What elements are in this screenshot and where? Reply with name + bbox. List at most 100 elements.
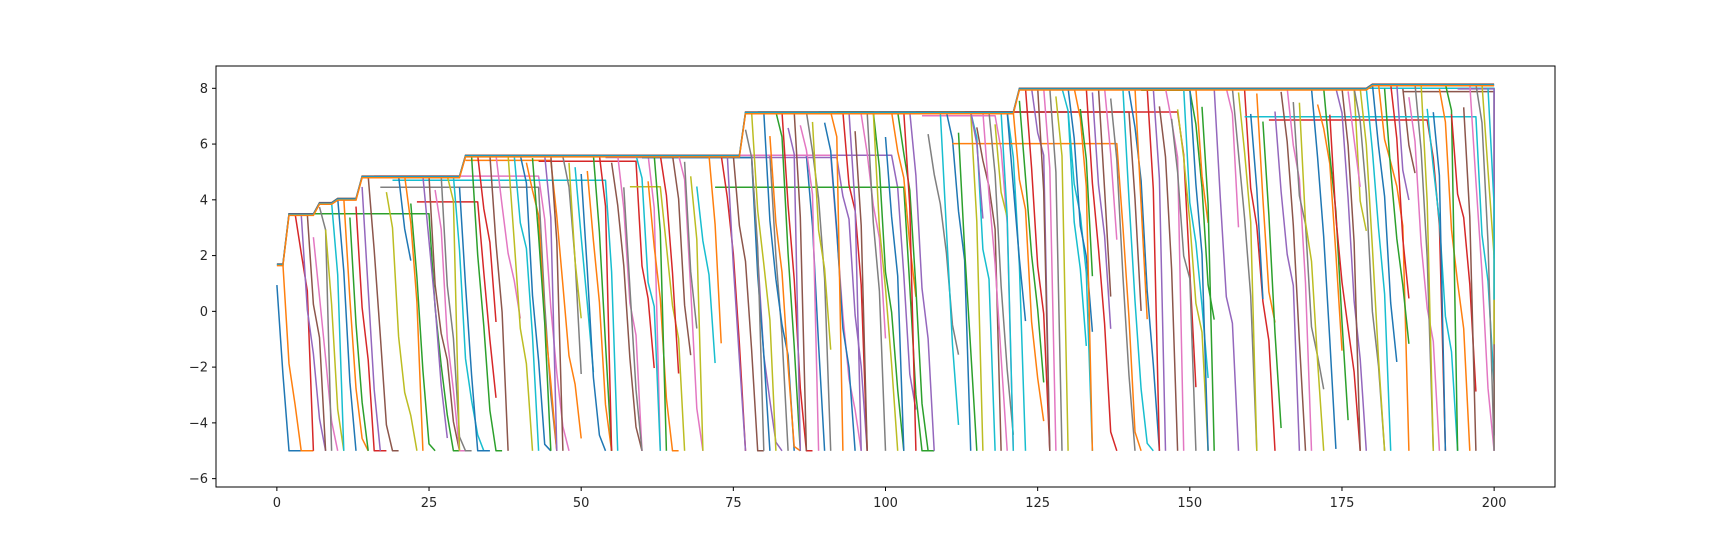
x-tick-label: 75 [725,496,742,511]
series-line [465,159,582,439]
series-line [1383,88,1410,344]
series-line [1237,92,1258,451]
series-line [1244,115,1495,436]
series-line [531,158,552,451]
series-line [829,111,844,451]
y-axis: −6 −4 −2 0 2 4 6 8 [189,82,216,487]
series-line [568,162,582,319]
series-line [1085,88,1118,452]
series-line [1475,83,1495,451]
series-line [616,155,643,451]
series-line [1103,88,1118,240]
series-line [1365,88,1392,451]
series-line [969,111,984,219]
series-line [495,155,522,319]
series-line [1335,88,1368,451]
series-line [592,155,613,451]
series-line [744,129,765,451]
series-line [708,155,722,344]
series-line [1036,88,1051,451]
x-tick-label: 125 [1025,496,1050,511]
series-line [860,114,887,339]
series-line [1371,84,1398,362]
x-tick-label: 200 [1482,496,1507,511]
series-line [1469,84,1495,451]
series-line [1316,104,1343,351]
series-line [476,155,497,323]
series-line [1347,91,1361,187]
series-line [289,213,460,452]
series-line [872,111,899,451]
series-line [1189,88,1209,451]
series-line [397,176,412,261]
series-line [769,136,801,452]
series-line [519,155,552,452]
series-line [1444,83,1459,451]
series-line [793,111,808,451]
series-line [380,186,558,451]
series-line [1268,119,1447,451]
series-line [580,173,607,452]
series-line [428,176,461,451]
series-line [276,285,302,452]
series-line [525,162,558,451]
series-line [909,111,935,451]
series-line [550,155,564,451]
series-line [349,217,369,451]
series-line [750,111,777,451]
series-line [410,203,436,452]
series-line [1061,88,1094,451]
series-line [1055,96,1069,451]
series-line [336,198,357,451]
series-line [866,112,887,451]
series-line [1097,88,1112,297]
best-so-far-line [276,85,1495,267]
series-line [683,161,698,329]
series-line [598,155,613,451]
series-line [1195,88,1209,223]
series-line [434,189,466,452]
series-line [1176,109,1209,451]
series-line [403,176,424,451]
series-line [677,155,704,451]
series-line [787,127,802,451]
series-line [312,237,339,451]
series-line [994,124,1008,218]
series-line [1231,88,1258,451]
series-line [1280,91,1307,451]
series-line [1298,102,1325,451]
series-line [1024,88,1051,451]
y-tick-label: 2 [200,249,208,264]
series-line [848,111,862,451]
series-line [1310,88,1337,449]
series-line [1341,88,1361,451]
series-line [1201,106,1215,451]
series-line [1049,88,1063,451]
series-line [957,132,978,451]
series-line [452,176,485,452]
series-line [732,155,764,452]
y-tick-label: −4 [189,416,208,431]
series-line [775,111,802,451]
series-line [361,186,382,451]
series-line [1128,90,1161,451]
series-line [988,111,1015,435]
y-tick-label: 4 [200,193,208,208]
series-line [1170,118,1197,451]
series-line [513,155,540,451]
series-line [854,131,868,451]
series-line [1152,88,1167,451]
y-tick-label: −6 [189,472,208,487]
series-line [1274,111,1301,451]
series-line [696,186,716,364]
series-line [440,176,472,452]
series-line [538,160,655,369]
series-line [1389,84,1410,299]
series-line [1462,107,1477,451]
x-tick-label: 175 [1330,496,1355,511]
series-line [1292,102,1325,390]
x-tick-label: 0 [273,496,281,511]
series-line [811,121,832,350]
series-line [1377,84,1410,451]
